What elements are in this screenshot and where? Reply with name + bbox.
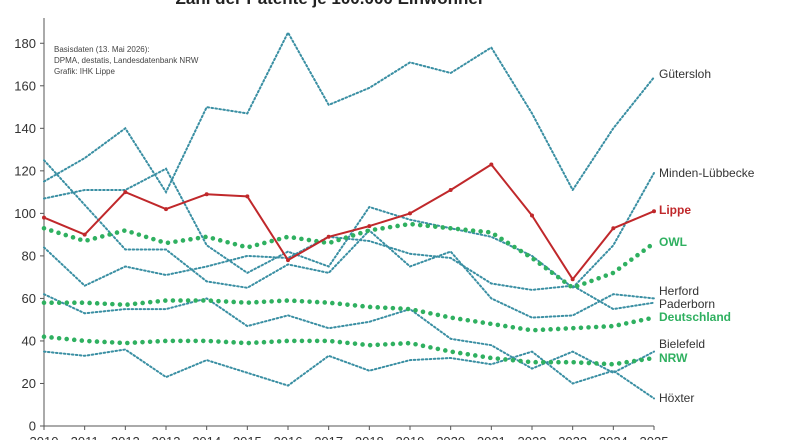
y-tick-label: 80 bbox=[22, 248, 36, 263]
y-tick-label: 0 bbox=[29, 419, 36, 434]
lippe-point bbox=[286, 258, 290, 263]
series-label-bielefeld: Bielefeld bbox=[659, 337, 705, 351]
y-tick-label: 140 bbox=[14, 121, 36, 136]
lippe-point bbox=[489, 162, 494, 167]
lippe-point bbox=[570, 277, 575, 282]
source-note: Basisdaten (13. Mai 2026): DPMA, destati… bbox=[54, 45, 199, 76]
source-line-providers: DPMA, destatis, Landesdatenbank NRW bbox=[54, 56, 199, 65]
lippe-point bbox=[448, 187, 453, 192]
x-tick-label: 2018 bbox=[355, 434, 384, 440]
series-lines bbox=[41, 30, 657, 400]
lippe-point bbox=[530, 213, 534, 218]
series-label-lippe: Lippe bbox=[659, 203, 691, 217]
source-line-credit: Grafik: IHK Lippe bbox=[54, 67, 115, 76]
x-tick-label: 2017 bbox=[314, 434, 343, 440]
lippe-point bbox=[204, 192, 209, 197]
x-tick-label: 2025 bbox=[640, 434, 669, 440]
series-line-bielefeld bbox=[43, 293, 655, 374]
series-label-deutschland: Deutschland bbox=[659, 310, 731, 324]
series-line-owl bbox=[41, 221, 657, 291]
lippe-point bbox=[123, 190, 128, 195]
lippe-point bbox=[652, 209, 656, 214]
series-label-owl: OWL bbox=[659, 235, 687, 249]
x-tick-label: 2023 bbox=[558, 434, 587, 440]
x-tick-label: 2024 bbox=[599, 434, 628, 440]
y-tick-label: 40 bbox=[22, 333, 36, 348]
series-label-herford: Herford bbox=[659, 284, 699, 298]
x-tick-label: 2022 bbox=[518, 434, 547, 440]
lippe-point bbox=[82, 232, 87, 237]
series-label-minden-luebbecke: Minden-Lübbecke bbox=[659, 166, 755, 180]
series-line-minden-luebbecke bbox=[43, 167, 655, 290]
series-label-paderborn: Paderborn bbox=[659, 297, 715, 311]
lippe-point bbox=[367, 224, 372, 229]
x-tick-label: 2019 bbox=[396, 434, 425, 440]
x-tick-label: 2010 bbox=[30, 434, 59, 440]
source-line-date: Basisdaten (13. Mai 2026): bbox=[54, 45, 150, 54]
axes: 0 20 40 60 80 100 120 140 160 180 2010 2011 2012 2013… bbox=[14, 18, 669, 445]
lippe-point bbox=[611, 226, 616, 231]
x-tick-label: 2013 bbox=[152, 434, 181, 440]
y-tick-label: 20 bbox=[22, 376, 36, 391]
series-line-hoexter bbox=[43, 348, 655, 400]
lippe-point bbox=[408, 211, 412, 216]
lippe-point bbox=[164, 207, 168, 212]
x-tick-label: 2020 bbox=[436, 434, 465, 440]
series-line-paderborn bbox=[43, 235, 655, 311]
series-line-herford bbox=[43, 159, 655, 319]
y-tick-label: 120 bbox=[14, 163, 36, 178]
series-label-hoexter: Höxter bbox=[659, 391, 694, 405]
x-tick-label: 2021 bbox=[477, 434, 506, 440]
x-tick-label: 2015 bbox=[233, 434, 262, 440]
series-line-lippe bbox=[43, 163, 655, 281]
lippe-point bbox=[42, 215, 46, 220]
series-line-nrw bbox=[41, 334, 657, 367]
series-label-nrw: NRW bbox=[659, 351, 688, 365]
x-tick-label: 2011 bbox=[71, 434, 99, 440]
series-line-deutschland bbox=[41, 298, 657, 333]
series-line-guetersloh bbox=[43, 30, 655, 195]
x-tick-label: 2016 bbox=[274, 434, 303, 440]
series-label-guetersloh: Gütersloh bbox=[659, 67, 711, 81]
y-tick-label: 180 bbox=[14, 36, 36, 51]
y-tick-label: 60 bbox=[22, 291, 36, 306]
lippe-point bbox=[245, 194, 250, 199]
x-tick-label: 2012 bbox=[111, 434, 140, 440]
y-tick-label: 160 bbox=[14, 78, 36, 93]
series-labels: Gütersloh Minden-Lübbecke HerfordPaderborn… bbox=[659, 67, 755, 405]
lippe-point bbox=[326, 234, 331, 239]
y-tick-label: 100 bbox=[14, 206, 36, 221]
chart-title: Zahl der Patente je 100.000 Einwohner bbox=[176, 0, 485, 8]
